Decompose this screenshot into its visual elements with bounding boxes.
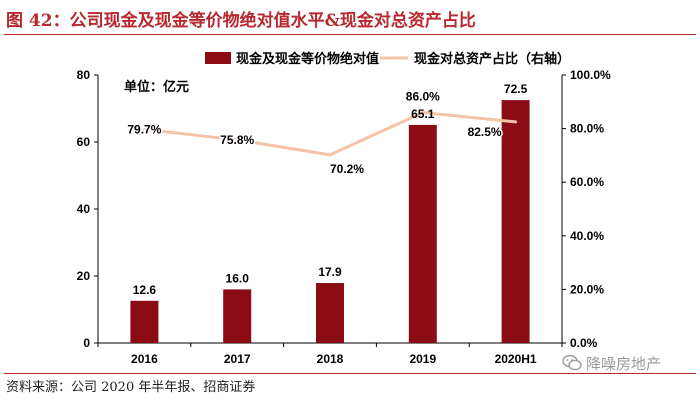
- x-tick-label: 2016: [131, 352, 158, 366]
- bar: [316, 283, 344, 343]
- y-right-tick-label: 80.0%: [570, 122, 604, 136]
- source-note: 资料来源：公司 2020 年半年报、招商证券: [6, 380, 256, 395]
- bar-series: [130, 100, 530, 343]
- title-divider: [4, 34, 696, 35]
- y-right-tick-label: 60.0%: [570, 175, 604, 189]
- footer-divider: [4, 373, 696, 374]
- y-left-tick-label: 20: [77, 269, 91, 283]
- bar-value-label: 65.1: [411, 107, 435, 121]
- line-value-label: 86.0%: [406, 90, 440, 104]
- unit-label: 单位：亿元: [124, 79, 189, 94]
- y-right-tick-label: 100.0%: [570, 68, 611, 82]
- data-labels: 12.6 16.0 17.9 65.1 72.5 79.7% 75.8% 70.2% 86.0%…: [126, 82, 528, 297]
- line-point: [421, 111, 425, 115]
- line-value-label: 82.5%: [468, 125, 502, 139]
- legend-label-bar: 现金及现金等价物绝对值: [236, 51, 379, 66]
- line-point: [235, 138, 239, 142]
- line-series: [142, 111, 518, 157]
- watermark-text: 降噪房地产: [586, 355, 662, 373]
- legend-swatch-bar: [205, 52, 231, 64]
- bar-value-label: 16.0: [226, 271, 250, 285]
- bar-value-label: 17.9: [318, 265, 342, 279]
- figure-title: 图 42：公司现金及现金等价物绝对值水平&现金对总资产占比: [6, 11, 476, 31]
- legend-label-line: 现金对总资产占比（右轴）: [414, 51, 570, 66]
- line-point: [514, 120, 518, 124]
- bar-value-label: 12.6: [133, 283, 157, 297]
- y-right-tick-label: 0.0%: [570, 336, 598, 350]
- bar: [408, 124, 437, 343]
- line-path: [144, 111, 516, 157]
- x-tick-label: 2020H1: [495, 352, 537, 366]
- bar: [223, 289, 252, 343]
- line-point: [142, 127, 146, 131]
- x-tick-label: 2018: [317, 352, 344, 366]
- y-right-tick-label: 20.0%: [570, 282, 604, 296]
- wechat-icon: [562, 354, 582, 371]
- chart-axes: 0 20 40 60 80 0.0% 20.0% 40.0% 60.0% 80.0% 100.0% 2…: [77, 68, 611, 366]
- line-value-label: 70.2%: [330, 162, 364, 176]
- chart-legend: 现金及现金等价物绝对值 现金对总资产占比（右轴）: [205, 51, 570, 66]
- bar: [130, 300, 159, 343]
- line-value-label: 79.7%: [127, 122, 161, 136]
- x-tick-label: 2019: [409, 352, 436, 366]
- y-left-tick-label: 60: [77, 135, 91, 149]
- line-value-label: 75.8%: [220, 133, 254, 147]
- y-right-tick-label: 40.0%: [570, 229, 604, 243]
- line-point: [328, 153, 332, 157]
- bar-value-label: 72.5: [504, 82, 528, 96]
- bar: [501, 100, 530, 343]
- watermark: 降噪房地产: [562, 352, 661, 374]
- x-tick-label: 2017: [224, 352, 251, 366]
- y-left-tick-label: 40: [77, 202, 91, 216]
- y-left-tick-label: 80: [77, 68, 91, 82]
- y-left-tick-label: 0: [83, 336, 90, 350]
